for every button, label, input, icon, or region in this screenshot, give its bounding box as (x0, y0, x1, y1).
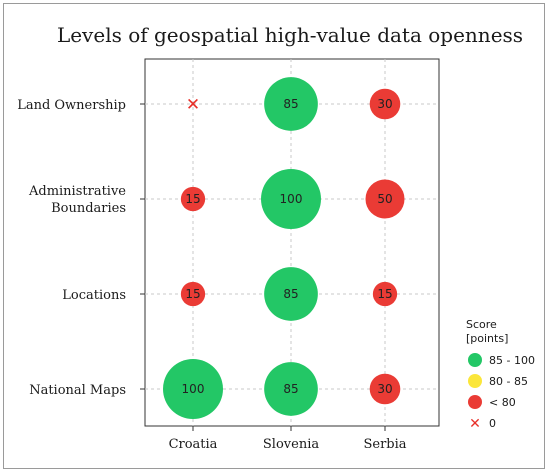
x-tick-label: Croatia (169, 437, 218, 452)
bubble (369, 88, 401, 120)
legend-label: < 80 (489, 396, 516, 409)
y-tick-label: Boundaries (51, 201, 126, 216)
data-label: 50 (377, 192, 392, 206)
bubble (369, 373, 401, 405)
data-label: 85 (283, 382, 298, 396)
legend-label: 85 - 100 (489, 354, 535, 367)
legend-title: [points] (466, 332, 508, 345)
bubble (264, 267, 318, 321)
legend-marker (468, 395, 482, 409)
zero-marker: ✕ (186, 95, 200, 115)
y-tick-label: Land Ownership (17, 98, 126, 113)
y-tick-labels: Land Ownership Administrative Boundaries Lo… (17, 98, 126, 398)
bubble (180, 186, 206, 212)
data-label: 100 (280, 192, 303, 206)
bubble (180, 281, 206, 307)
chart-title: Levels of geospatial high-value data ope… (57, 23, 523, 47)
data-label: 30 (377, 382, 392, 396)
y-tick-label: National Maps (29, 383, 126, 398)
data-label: 100 (182, 382, 205, 396)
x-tick-label: Serbia (363, 437, 406, 452)
legend-marker-cross: ✕ (469, 416, 481, 432)
x-tick-labels: Croatia Slovenia Serbia (169, 437, 407, 452)
data-label: 15 (185, 192, 200, 206)
y-tick-label: Administrative (28, 184, 126, 199)
bubble (264, 362, 318, 416)
data-label: 85 (283, 287, 298, 301)
legend-title: Score (466, 318, 497, 331)
bubble (261, 169, 321, 229)
legend-marker (468, 353, 482, 367)
bubble (264, 77, 318, 131)
bubbles: ✕ 85 30 15 100 50 15 85 15 100 85 30 (163, 77, 405, 419)
data-label: 15 (377, 287, 392, 301)
legend-label: 0 (489, 417, 496, 430)
bubble (365, 179, 405, 219)
legend-marker (468, 374, 482, 388)
data-label: 15 (185, 287, 200, 301)
plot-area (144, 58, 440, 427)
bubble (163, 359, 223, 419)
bubble (372, 281, 398, 307)
legend: Score[points] 85 - 100 80 - 85 < 80 ✕ 0 (466, 318, 535, 432)
legend-label: 80 - 85 (489, 375, 528, 388)
y-tick-label: Locations (62, 288, 126, 303)
data-label: 85 (283, 97, 298, 111)
x-tick-label: Slovenia (263, 437, 319, 452)
data-label: 30 (377, 97, 392, 111)
